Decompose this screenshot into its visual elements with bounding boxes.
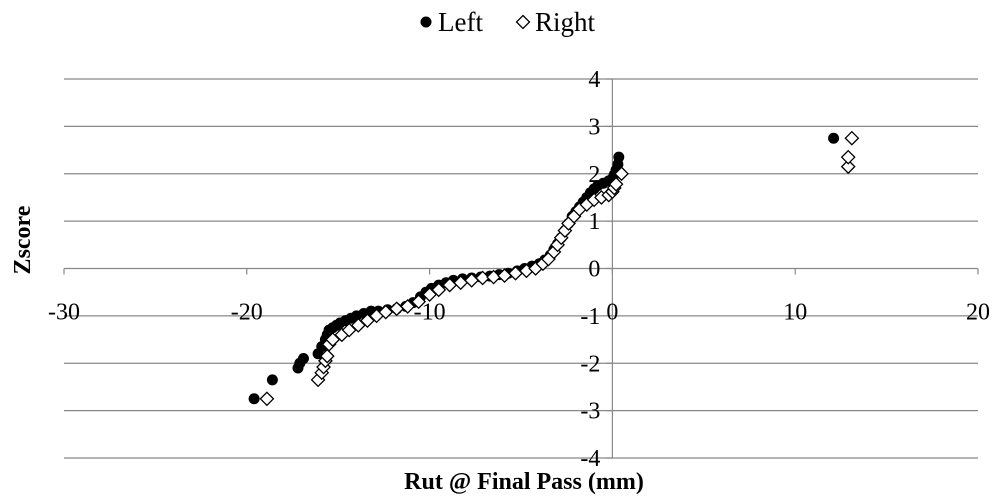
y-tick-label: 4 [588,67,600,93]
x-tick-label: 0 [606,300,618,326]
gridlines [64,78,978,459]
x-tick-label: 10 [783,300,807,326]
y-tick-label: 0 [588,257,600,283]
marker-right [378,304,394,320]
x-axis-title: Rut @ Final Pass (mm) [404,469,644,495]
marker-left [420,16,432,28]
y-tick-label: -2 [580,351,600,377]
y-tick-label: 3 [588,114,600,140]
legend-label-right: Right [535,7,596,37]
marker-right [515,14,531,30]
marker-left [297,353,309,365]
y-tick-label: -1 [580,304,600,330]
y-tick-label: 1 [588,209,600,235]
marker-right [400,298,416,314]
marker-right [411,294,427,310]
legend: Left Right [420,7,596,37]
x-tick-label: -30 [48,300,80,326]
x-tick-label: 20 [966,300,990,326]
legend-label-left: Left [438,7,483,37]
marker-right [431,282,447,298]
marker-left [248,393,260,405]
y-tick-label: -4 [580,446,600,472]
marker-right [475,270,491,286]
y-tick-label: -3 [580,399,600,425]
y-axis-title: Zscore [10,205,36,274]
marker-left [266,374,278,386]
marker-right [319,348,335,364]
data-points [248,130,860,407]
marker-right [259,391,275,407]
marker-right [614,166,629,182]
marker-right [840,149,856,165]
marker-right [840,159,856,175]
marker-right [844,130,860,146]
x-tick-label: -20 [231,300,263,326]
marker-right [608,176,624,192]
marker-left [613,151,625,163]
marker-left [828,132,840,144]
